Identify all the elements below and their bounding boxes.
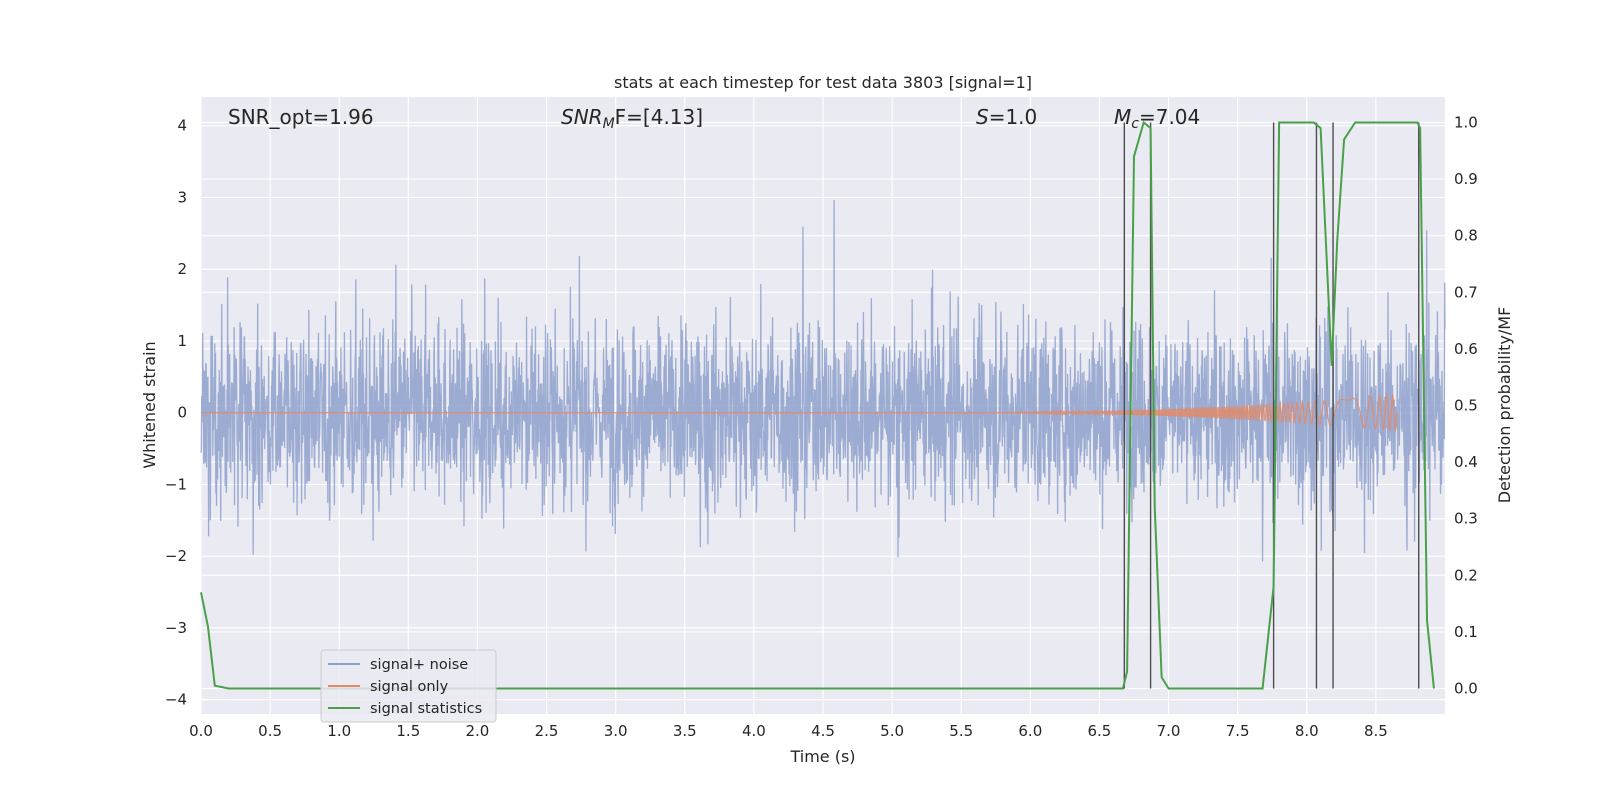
y-left-tick-label-2: 2 — [177, 260, 187, 278]
y-right-tick-label-9: 0.1 — [1454, 623, 1478, 641]
annotation-mc-italic: M — [1114, 105, 1131, 129]
y-right-tick-label-8: 0.2 — [1454, 566, 1478, 584]
annotation-mc: Mc=7.04 — [1114, 105, 1200, 132]
y-left-tick-label-0: 4 — [177, 117, 187, 135]
chart-title: stats at each timestep for test data 380… — [614, 73, 1032, 92]
y-right-axis-label: Detection probability/MF — [1495, 307, 1514, 504]
x-tick-label-9: 4.5 — [811, 722, 835, 740]
y-right-tick-label-4: 0.6 — [1454, 340, 1478, 358]
y-right-axis-ticks: 1.0 0.9 0.8 0.7 0.6 0.5 0.4 0.3 0.2 0.1 0.0 — [1454, 113, 1478, 697]
annotation-s: S=1.0 — [976, 105, 1037, 129]
signal-statistics-series — [200, 120, 1435, 690]
annotation-snr-mf-sub: M — [603, 116, 615, 132]
signal-only-line — [201, 393, 1398, 433]
y-left-tick-label-7: −3 — [165, 619, 187, 637]
y-right-tick-label-5: 0.5 — [1454, 397, 1478, 415]
x-tick-label-12: 6.0 — [1018, 722, 1042, 740]
x-tick-label-5: 2.5 — [535, 722, 559, 740]
signal-only-series — [201, 393, 1398, 433]
y-right-tick-label-3: 0.7 — [1454, 283, 1478, 301]
x-tick-label-0: 0.0 — [189, 722, 213, 740]
legend-label-signal-only: signal only — [370, 679, 449, 695]
x-axis-ticks: 0.0 0.5 1.0 1.5 2.0 2.5 3.0 3.5 4.0 4.5 5.0 5.5 6.0 6… — [189, 722, 1388, 740]
x-tick-label-13: 6.5 — [1088, 722, 1112, 740]
y-right-tick-label-10: 0.0 — [1454, 680, 1478, 698]
legend-label-signal-noise: signal+ noise — [370, 657, 468, 673]
annotation-snr-mf-rest: F=[4.13] — [615, 105, 703, 129]
annotation-snr-opt: SNR_opt=1.96 — [228, 105, 374, 129]
x-tick-label-2: 1.0 — [327, 722, 351, 740]
signal-statistics-line — [200, 120, 1435, 690]
x-tick-label-3: 1.5 — [396, 722, 420, 740]
x-tick-label-7: 3.5 — [673, 722, 697, 740]
y-left-tick-label-1: 3 — [177, 188, 187, 206]
annotation-mc-rest: =7.04 — [1139, 105, 1200, 129]
y-left-tick-label-8: −4 — [165, 691, 187, 709]
y-left-tick-label-4: 0 — [177, 404, 187, 422]
y-right-tick-label-2: 0.8 — [1454, 227, 1478, 245]
y-left-axis-ticks: 4 3 2 1 0 −1 −2 −3 −4 — [165, 117, 187, 709]
y-right-tick-label-1: 0.9 — [1454, 170, 1478, 188]
x-tick-label-16: 8.0 — [1295, 722, 1319, 740]
y-right-tick-label-7: 0.3 — [1454, 510, 1478, 528]
signal-noise-series — [200, 199, 1446, 562]
y-left-tick-label-6: −2 — [165, 547, 187, 565]
y-left-tick-label-3: 1 — [177, 332, 187, 350]
annotation-mc-sub: c — [1131, 116, 1139, 132]
legend-box — [320, 649, 497, 723]
y-right-tick-label-6: 0.4 — [1454, 453, 1478, 471]
annotation-snr-mf-base: SNR — [561, 105, 603, 129]
annotation-s-rest: =1.0 — [989, 105, 1038, 129]
x-tick-label-10: 5.0 — [880, 722, 904, 740]
legend-label-signal-statistics: signal statistics — [370, 701, 482, 717]
x-tick-label-1: 0.5 — [258, 722, 282, 740]
x-tick-label-11: 5.5 — [949, 722, 973, 740]
legend: signal+ noise signal only signal statist… — [320, 649, 497, 723]
annotation-s-italic: S — [976, 105, 989, 129]
annotation-snr-mf: SNRMF=[4.13] — [561, 105, 703, 132]
y-left-tick-label-5: −1 — [165, 475, 187, 493]
x-tick-label-17: 8.5 — [1364, 722, 1388, 740]
signal-noise-line — [200, 199, 1446, 562]
x-tick-label-4: 2.0 — [466, 722, 490, 740]
x-tick-label-6: 3.0 — [604, 722, 628, 740]
x-tick-label-14: 7.0 — [1157, 722, 1181, 740]
y-left-axis-label: Whitened strain — [140, 341, 159, 468]
x-axis-label: Time (s) — [789, 747, 855, 766]
x-tick-label-15: 7.5 — [1226, 722, 1250, 740]
x-tick-label-8: 4.0 — [742, 722, 766, 740]
y-right-tick-label-0: 1.0 — [1454, 113, 1478, 131]
